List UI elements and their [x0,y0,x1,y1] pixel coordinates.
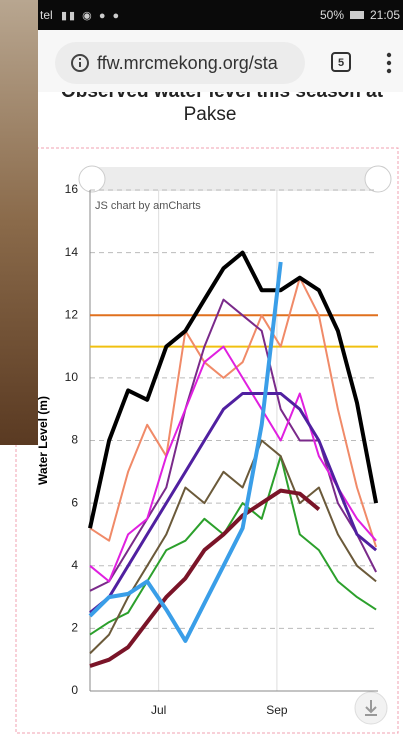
y-tick-label: 6 [71,495,78,509]
menu [386,68,392,74]
x-tick-label: Sep [266,703,288,717]
series-line [89,488,321,668]
y-tick-label: 2 [71,621,78,635]
series-line [89,392,378,614]
download-icon [365,700,377,716]
chart-title: Pakse [184,104,237,125]
battery-icon [350,11,364,19]
status-icons: ▮▮ ◉ ● ● [61,10,121,22]
menu[interactable] [386,52,392,58]
y-tick-label: 4 [71,558,78,572]
info-icon[interactable] [71,54,89,72]
chart: 0 2 4 6 8 10 12 14 16 Jul Sep JS chart by amCharts W… [36,165,392,725]
scroll-grip[interactable] [364,165,392,193]
url[interactable]: ffw.mrcmekong.org/sta [97,53,279,73]
series-line [89,276,378,548]
tab-count: 5 [338,57,344,69]
series-line [88,261,283,643]
y-tick-label: 12 [65,307,79,321]
y-tick-label: 14 [65,245,79,259]
series-line [88,250,379,529]
menu [386,60,392,66]
x-tick-label: Jul [151,703,166,717]
url-box[interactable] [55,42,305,84]
photo-background [0,0,38,445]
scroll-grip[interactable] [78,165,106,193]
y-tick-label: 10 [65,370,79,384]
tab-switcher[interactable] [331,52,351,72]
scrollbar[interactable] [85,167,390,191]
info-icon [79,62,81,67]
chart-credit: JS chart by amCharts [95,200,201,212]
y-tick-label: 0 [71,683,78,697]
series-line [89,455,377,636]
status-bar [38,0,403,30]
carrier: tel [40,8,53,22]
clock: 21:05 [370,8,400,22]
y-tick-label: 8 [71,433,78,447]
series-line [89,439,377,655]
y-axis-label: Water Level (m) [36,396,50,485]
info-icon [79,58,81,60]
y-tick-label: 16 [65,182,79,196]
series-line [89,345,377,583]
battery: 50% [320,8,344,22]
